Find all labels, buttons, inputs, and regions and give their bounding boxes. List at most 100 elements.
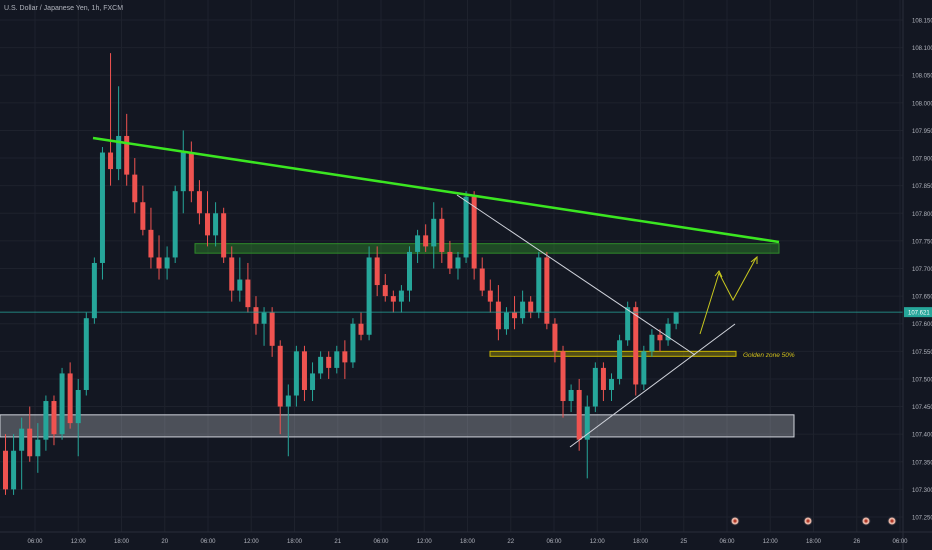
candle-body [245, 279, 251, 308]
candle-body [479, 268, 485, 291]
candle-body [657, 334, 663, 341]
time-tick-label: 21 [334, 539, 341, 545]
candle-body [520, 301, 526, 319]
candle-body [447, 251, 453, 269]
candle-body [358, 323, 364, 335]
price-tick-label: 107.450 [912, 405, 932, 411]
descending-trendline [92, 136, 780, 244]
candle-body [156, 257, 162, 269]
candle-body [649, 334, 655, 352]
time-tick-label: 18:00 [114, 539, 130, 545]
price-tick-label: 107.250 [912, 516, 932, 522]
candle-body [51, 401, 57, 435]
candlestick-series [3, 53, 679, 495]
candle-body [544, 257, 550, 324]
projection-arrowhead [714, 270, 723, 278]
projection-path [699, 257, 757, 335]
time-tick-label: 12:00 [590, 539, 606, 545]
candle-body [609, 378, 614, 390]
time-tick-label: 22 [507, 539, 514, 545]
candle-body [318, 356, 324, 374]
price-tick-label: 107.750 [912, 239, 932, 245]
candle-body [407, 251, 412, 291]
candle-body [196, 191, 202, 214]
candle-body [552, 323, 558, 352]
candle-body [584, 406, 590, 440]
price-axis[interactable]: 108.150 108.100 108.050 108.000 107.950 107.9… [902, 0, 932, 550]
candle-body [592, 367, 598, 407]
candle-body [99, 152, 105, 263]
candle-body [560, 351, 566, 402]
candle-body [67, 373, 73, 424]
candle-body [237, 279, 243, 291]
candle-body [568, 389, 574, 402]
price-tick-label: 108.000 [912, 101, 932, 107]
candle-body [27, 428, 33, 457]
time-tick-label: 12:00 [71, 539, 87, 545]
price-tick-label: 107.600 [912, 322, 932, 328]
price-tick-label: 107.550 [912, 350, 932, 356]
economic-event-icon-dot [890, 519, 894, 523]
price-tick-label: 107.500 [912, 377, 932, 383]
time-tick-label: 26 [853, 539, 860, 545]
time-axis[interactable]: 06:00 12:00 18:00 20 06:00 12:00 18:00 21 06:00 1… [0, 531, 932, 545]
candle-body [83, 318, 89, 390]
time-tick-label: 18:00 [460, 539, 476, 545]
time-tick-label: 18:00 [287, 539, 303, 545]
candle-body [253, 307, 259, 324]
current-price-label: 107.621 [908, 311, 930, 317]
candle-body [633, 307, 639, 385]
drawing-overlays [0, 136, 903, 448]
time-tick-label: 18:00 [633, 539, 649, 545]
candle-body [116, 135, 122, 170]
economic-event-icon-dot [864, 519, 868, 523]
candle-body [11, 450, 17, 490]
candle-body [463, 196, 469, 258]
candle-body [75, 389, 81, 424]
candle-body [3, 450, 8, 490]
support-zone [0, 414, 795, 438]
candle-body [342, 351, 348, 363]
candle-body [625, 307, 631, 341]
time-tick-label: 18:00 [806, 539, 822, 545]
time-tick-label: 06:00 [719, 539, 735, 545]
candle-body [108, 152, 114, 170]
time-tick-label: 06:00 [27, 539, 43, 545]
candle-body [229, 257, 235, 291]
price-tick-label: 107.400 [912, 433, 932, 439]
candle-body [301, 351, 307, 390]
candle-body [487, 290, 493, 302]
candle-body [455, 257, 461, 269]
candle-body [350, 323, 356, 363]
candle-body [495, 301, 501, 330]
candle-body [91, 262, 97, 319]
candle-body [148, 229, 154, 258]
candle-body [277, 345, 283, 407]
candle-body [188, 152, 194, 192]
candle-body [221, 213, 227, 258]
price-tick-label: 107.700 [912, 267, 932, 273]
price-tick-label: 107.900 [912, 157, 932, 163]
candle-body [512, 312, 518, 319]
time-tick-label: 06:00 [200, 539, 216, 545]
candle-body [269, 312, 275, 346]
price-tick-label: 107.650 [912, 295, 932, 301]
event-markers [730, 516, 897, 526]
candle-body [124, 135, 130, 175]
candle-body [326, 356, 332, 368]
candle-body [665, 323, 671, 341]
candle-body [213, 213, 219, 236]
candle-body [172, 191, 178, 258]
time-tick-label: 12:00 [417, 539, 433, 545]
economic-event-icon-dot [806, 519, 810, 523]
time-tick-label: 20 [161, 539, 168, 545]
candle-body [293, 351, 299, 396]
price-tick-label: 108.100 [912, 46, 932, 52]
candle-body [285, 395, 291, 407]
candle-body [374, 257, 380, 286]
price-tick-label: 108.050 [912, 74, 932, 80]
candle-body [536, 257, 542, 313]
price-tick-label: 107.850 [912, 184, 932, 190]
price-tick-label: 107.300 [912, 488, 932, 494]
